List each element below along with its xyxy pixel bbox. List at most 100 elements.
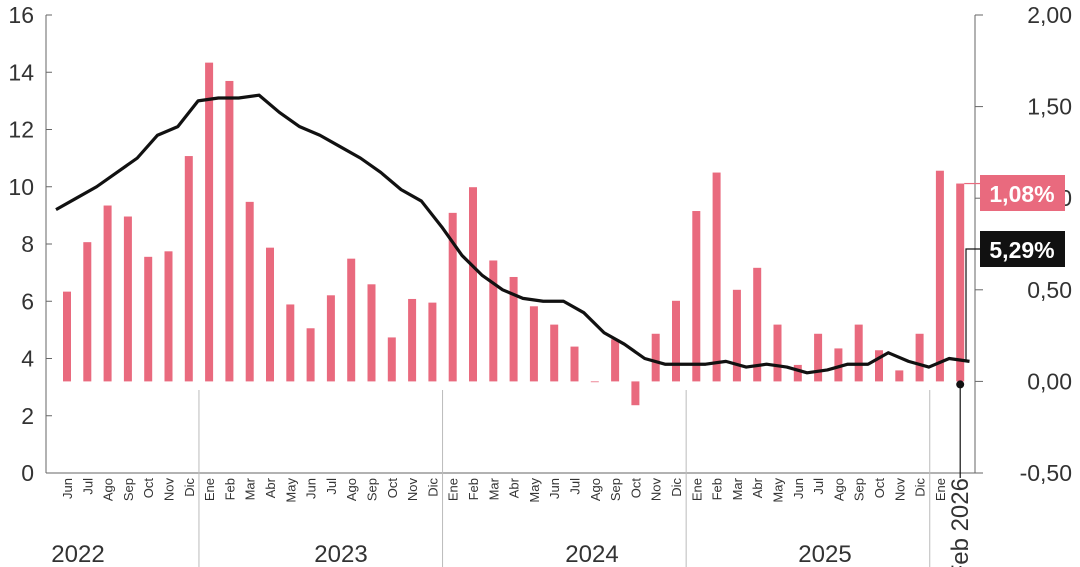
monthly-bar	[428, 302, 437, 382]
monthly-bar	[550, 324, 559, 382]
year-label: 2025	[798, 541, 851, 567]
month-label: Mar	[730, 477, 745, 500]
monthly-bar	[651, 333, 660, 382]
month-label: Jun	[791, 478, 806, 499]
monthly-bar	[935, 170, 944, 382]
month-label: Jul	[568, 478, 583, 495]
month-label: Abr	[750, 477, 765, 498]
month-label: Oct	[141, 478, 156, 499]
monthly-bar	[469, 187, 477, 382]
callouts: 1,08% 5,29%	[956, 175, 1065, 478]
month-label: Oct	[628, 478, 643, 499]
monthly-bar	[184, 156, 193, 382]
left-tick-label: 8	[21, 231, 34, 257]
month-label: Dic	[182, 478, 197, 497]
right-tick-label: -0,50	[1020, 460, 1072, 486]
monthly-bar	[732, 289, 741, 382]
month-label: May	[283, 478, 298, 503]
month-label: Sep	[365, 478, 380, 501]
monthly-bar	[367, 284, 376, 382]
month-label: Abr	[263, 477, 278, 498]
year-labels: 2022 2023 2024 2025	[51, 541, 851, 567]
month-label: Dic	[913, 478, 928, 497]
month-label: Ago	[588, 478, 603, 501]
monthly-bar	[753, 267, 762, 382]
annual-inflation-line	[55, 93, 970, 375]
month-label-current: Feb 2026	[947, 478, 974, 567]
month-label: Dic	[669, 478, 684, 497]
monthly-bar	[895, 370, 904, 382]
monthly-bar	[834, 348, 843, 382]
month-label: Ago	[344, 478, 359, 501]
monthly-bar	[956, 183, 965, 382]
month-label: Mar	[486, 477, 501, 500]
monthly-bar	[590, 381, 599, 383]
month-label: Ene	[933, 478, 948, 501]
callout-box-annual	[980, 231, 1065, 267]
month-label: Nov	[405, 478, 420, 502]
left-tick-label: 2	[21, 403, 34, 429]
month-label: Oct	[385, 478, 400, 499]
monthly-bar	[854, 324, 863, 382]
month-label: Sep	[608, 478, 623, 501]
monthly-bar	[123, 216, 132, 382]
monthly-bar	[63, 291, 71, 382]
month-label: Jun	[60, 478, 75, 499]
month-label: May	[771, 478, 786, 503]
month-label: Abr	[507, 477, 522, 498]
month-label: Nov	[649, 478, 664, 502]
month-label: Nov	[162, 478, 177, 502]
month-label: Nov	[892, 478, 907, 502]
left-tick-label: 10	[8, 174, 34, 200]
left-tick-label: 6	[21, 288, 34, 314]
monthly-bar	[509, 276, 518, 382]
monthly-bar	[286, 304, 295, 382]
monthly-bar	[672, 300, 680, 382]
callout-box-monthly	[980, 175, 1065, 211]
monthly-bar	[326, 295, 335, 382]
callout-text-annual: 5,29%	[989, 237, 1054, 263]
monthly-bar	[529, 306, 538, 382]
left-tick-label: 12	[8, 117, 34, 143]
monthly-bar	[570, 346, 579, 382]
month-label: Ene	[202, 478, 217, 501]
month-label: Jul	[324, 478, 339, 495]
monthly-bar	[205, 62, 214, 382]
right-tick-label: 1,50	[1027, 94, 1072, 120]
month-label: Jul	[811, 478, 826, 495]
left-tick-label: 0	[21, 460, 34, 486]
left-tick-label: 16	[8, 2, 34, 28]
month-labels: Jun Jul Ago Sep Oct Nov Dic Ene Feb Mar Abr May Jun J…	[60, 477, 974, 567]
month-label: Ago	[101, 478, 116, 501]
monthly-bar	[489, 260, 498, 382]
year-label: 2024	[565, 541, 618, 567]
monthly-bar	[793, 364, 802, 382]
month-label: Oct	[872, 478, 887, 499]
monthly-bar	[245, 201, 254, 382]
monthly-bar	[692, 211, 701, 382]
monthly-bar	[306, 328, 315, 382]
monthly-bar	[448, 212, 457, 382]
monthly-bar	[164, 251, 173, 382]
right-tick-label: 0,00	[1027, 368, 1072, 394]
month-label: Ago	[831, 478, 846, 501]
month-label: Ene	[446, 478, 461, 501]
month-label: Mar	[243, 477, 258, 500]
monthly-bar	[83, 242, 92, 382]
monthly-bar	[915, 333, 924, 382]
left-axis: 0 2 4 6 8 10 12 14 16	[8, 2, 975, 486]
month-label: Feb	[466, 478, 481, 500]
monthly-bar	[611, 339, 620, 382]
right-tick-label: 2,00	[1027, 2, 1072, 28]
monthly-bars	[63, 62, 965, 406]
monthly-bar	[875, 350, 883, 382]
month-label: Feb	[710, 478, 725, 500]
month-label: Feb	[222, 478, 237, 500]
monthly-bar	[814, 333, 823, 382]
callout-leader	[965, 248, 980, 362]
month-label: Sep	[121, 478, 136, 501]
month-label: Jun	[547, 478, 562, 499]
monthly-bar	[225, 80, 234, 382]
monthly-bar	[631, 381, 640, 406]
monthly-bar	[144, 256, 153, 382]
